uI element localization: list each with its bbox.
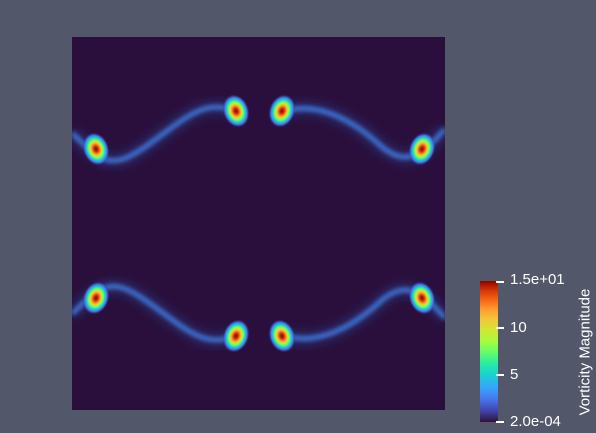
vortex-sheet-bottom <box>72 279 445 347</box>
colorbar-title: Vorticity Magnitude <box>576 288 594 416</box>
colorbar-tick-min <box>496 421 504 423</box>
colorbar-tick-5 <box>496 374 504 376</box>
colorbar-label-min: 2.0e-04 <box>510 413 561 430</box>
vortex-core <box>82 132 110 166</box>
vortex-core <box>268 94 296 128</box>
vortex-core <box>268 319 296 353</box>
vortex-sheet-top <box>72 100 445 168</box>
colorbar <box>480 281 498 422</box>
colorbar-label-5: 5 <box>510 366 519 383</box>
vortex-cores <box>82 94 436 353</box>
vortex-core <box>408 132 436 166</box>
colorbar-label-10: 10 <box>510 319 527 336</box>
colorbar-label-max: 1.5e+01 <box>510 271 565 288</box>
vortex-core <box>82 281 110 315</box>
vortex-core <box>222 94 250 128</box>
colorbar-tick-max <box>496 281 504 283</box>
colorbar-tick-10 <box>496 327 504 329</box>
vortex-core <box>222 319 250 353</box>
vorticity-field-svg <box>72 94 445 353</box>
vortex-core <box>408 281 436 315</box>
vorticity-field-plot <box>72 37 445 410</box>
